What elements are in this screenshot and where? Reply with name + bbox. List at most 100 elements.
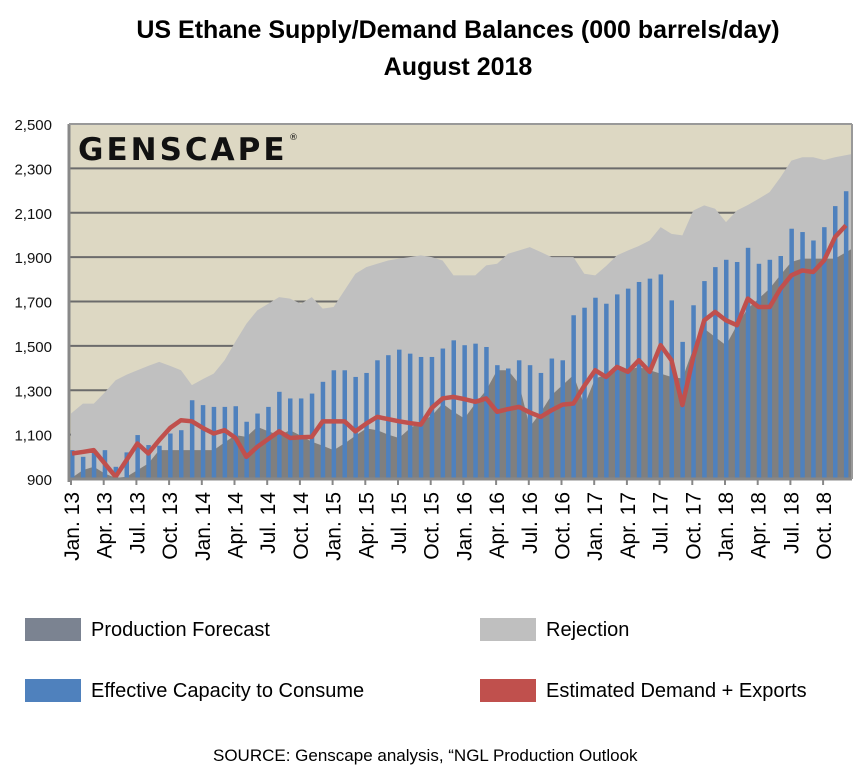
x-tick-label: Apr. 15 (355, 492, 378, 559)
x-tick-label: Jul. 17 (650, 492, 673, 554)
y-tick-labels: 900 1,100 1,300 1,500 1,700 1,900 2,100 2,300 2,… (14, 117, 52, 489)
capacity-bar (571, 315, 576, 479)
capacity-bar (189, 400, 195, 479)
capacity-bar (604, 303, 609, 479)
capacity-bar (680, 341, 685, 479)
line-series (71, 223, 848, 480)
capacity-bar (658, 274, 664, 479)
legend-swatch (480, 679, 536, 702)
genscape-logo: GENSCAPE (78, 132, 288, 168)
x-tick-label: Apr. 13 (94, 492, 117, 559)
capacity-bar (669, 300, 674, 479)
x-tick-label: Apr. 17 (617, 492, 640, 559)
capacity-bar (560, 360, 565, 479)
x-tick-label: Jul. 13 (126, 492, 149, 554)
capacity-bar (451, 340, 456, 479)
capacity-bar (713, 267, 718, 479)
legend-label: Estimated Demand + Exports (546, 680, 807, 702)
x-tick-label: Oct. 14 (290, 492, 313, 560)
x-tick-label: Oct. 17 (682, 492, 705, 560)
capacity-bar (724, 259, 729, 479)
capacity-bar (778, 256, 783, 479)
capacity-bar (495, 365, 500, 479)
chart-subtitle: August 2018 (384, 53, 533, 81)
x-tick-label: Apr. 16 (486, 492, 509, 559)
y-tick-label: 1,300 (14, 383, 52, 400)
capacity-bar (146, 445, 151, 479)
y-tick-label: 1,900 (14, 250, 52, 267)
capacity-bar (70, 450, 75, 479)
y-tick-label: 1,700 (14, 295, 52, 312)
x-tick-label: Jan. 14 (192, 492, 215, 561)
y-tick-label: 2,300 (14, 161, 52, 178)
x-tick-label: Oct. 15 (421, 492, 444, 560)
x-tick-label: Jan. 15 (323, 492, 346, 561)
capacity-bar (702, 281, 707, 479)
y-tick-label: 2,500 (14, 117, 52, 134)
capacity-bar (582, 307, 587, 479)
capacity-bar (429, 356, 435, 479)
capacity-bar (615, 294, 620, 479)
capacity-bar (767, 259, 773, 479)
capacity-bar (397, 349, 402, 479)
capacity-bar (789, 228, 794, 479)
capacity-bar (80, 456, 86, 479)
production-forecast-area (71, 248, 852, 479)
capacity-bar (756, 263, 762, 479)
legend-swatch (25, 618, 81, 641)
capacity-bar (593, 297, 598, 479)
capacity-bar (647, 278, 653, 479)
x-tick-label: Apr. 18 (748, 492, 771, 559)
x-tick-label: Apr. 14 (225, 492, 248, 559)
capacity-bar (833, 206, 838, 479)
y-tick-label: 900 (27, 472, 52, 489)
x-tick-label: Jul. 16 (519, 492, 542, 554)
capacity-bar (811, 240, 816, 479)
capacity-bar (342, 370, 347, 479)
capacity-bar (331, 370, 337, 479)
demand-exports-line (71, 223, 848, 480)
x-tick-label: Jan. 16 (453, 492, 476, 561)
capacity-bar (734, 262, 740, 479)
area-series (71, 153, 852, 479)
registered-mark: ® (289, 133, 298, 143)
chart-title: US Ethane Supply/Demand Balances (000 ba… (136, 16, 779, 44)
x-tick-label: Jan. 17 (584, 492, 607, 561)
capacity-bar (484, 346, 489, 479)
x-tick-label: Jan. 18 (715, 492, 738, 561)
legend-label: Effective Capacity to Consume (91, 680, 364, 702)
capacity-bar (244, 421, 249, 479)
capacity-bar (320, 381, 326, 479)
x-tick-label: Jul. 18 (780, 492, 803, 554)
capacity-bar (200, 405, 206, 479)
capacity-bar (157, 445, 162, 479)
x-tick-label: Oct. 16 (552, 492, 575, 560)
capacity-bar (277, 391, 282, 479)
axes (67, 123, 853, 485)
legend-swatch (480, 618, 536, 641)
capacity-bar (124, 452, 129, 479)
capacity-bar (527, 365, 533, 479)
x-tick-label: Oct. 13 (159, 492, 182, 560)
legend-swatch (25, 679, 81, 702)
y-tick-label: 1,500 (14, 339, 52, 356)
capacity-bar (822, 227, 827, 479)
capacity-bar (407, 353, 413, 479)
x-tick-label: Oct. 18 (813, 492, 836, 560)
capacity-bar (745, 247, 751, 479)
capacity-bar (625, 288, 631, 479)
capacity-bar (843, 191, 849, 479)
y-tick-label: 2,100 (14, 206, 52, 223)
capacity-bar (211, 406, 217, 479)
legend-label: Rejection (546, 619, 629, 641)
capacity-bar (91, 450, 97, 479)
legend-label: Production Forecast (91, 619, 270, 641)
x-tick-labels: Jan. 13 Apr. 13 Jul. 13 Oct. 13 Jan. 14 Apr. … (61, 492, 836, 561)
capacity-bar (691, 305, 696, 479)
capacity-bar (549, 358, 555, 479)
capacity-bar (800, 232, 805, 479)
x-tick-label: Jan. 13 (61, 492, 84, 561)
capacity-bar (179, 430, 184, 479)
capacity-bar (135, 435, 140, 479)
